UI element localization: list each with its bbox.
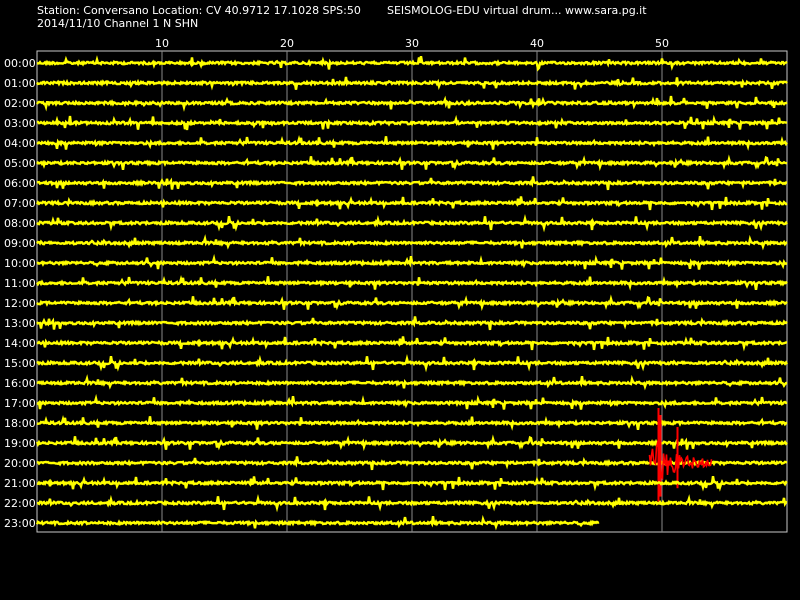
row-label-0600: 06:00 xyxy=(4,177,36,190)
row-label-1200: 12:00 xyxy=(4,297,36,310)
row-label-2300: 23:00 xyxy=(4,517,36,530)
trace-2300 xyxy=(35,514,600,531)
trace-2200 xyxy=(37,494,788,513)
trace-1900 xyxy=(35,434,788,452)
x-tick-label-10: 10 xyxy=(155,37,169,50)
row-label-0900: 09:00 xyxy=(4,237,36,250)
row-label-1800: 18:00 xyxy=(4,417,36,430)
trace-1400 xyxy=(36,335,787,352)
row-label-2100: 21:00 xyxy=(4,477,36,490)
x-tick-label-30: 30 xyxy=(405,37,419,50)
trace-0200 xyxy=(36,95,788,112)
x-tick-label-50: 50 xyxy=(655,37,669,50)
trace-1800 xyxy=(36,415,788,431)
trace-0800 xyxy=(36,214,788,233)
trace-1600 xyxy=(36,374,788,391)
row-label-0000: 00:00 xyxy=(4,57,36,70)
trace-1700 xyxy=(36,393,788,410)
trace-1100 xyxy=(36,275,788,291)
row-label-1100: 11:00 xyxy=(4,277,36,290)
row-label-0400: 04:00 xyxy=(4,137,36,150)
station-info: Station: Conversano Location: CV 40.9712… xyxy=(37,4,361,17)
row-label-1300: 13:00 xyxy=(4,317,36,330)
trace-0000 xyxy=(36,55,788,72)
trace-0100 xyxy=(36,76,788,91)
trace-0500 xyxy=(36,154,788,172)
trace-0600 xyxy=(36,176,788,191)
trace-0700 xyxy=(35,195,788,211)
row-label-0100: 01:00 xyxy=(4,77,36,90)
row-label-1500: 15:00 xyxy=(4,357,36,370)
row-label-1000: 10:00 xyxy=(4,257,36,270)
app-title: SEISMOLOG-EDU virtual drum... www.sara.p… xyxy=(387,4,647,17)
row-label-1400: 14:00 xyxy=(4,337,36,350)
trace-0900 xyxy=(36,234,788,251)
trace-0400 xyxy=(36,135,788,151)
x-tick-label-20: 20 xyxy=(280,37,294,50)
trace-1300 xyxy=(36,316,788,331)
x-tick-label-40: 40 xyxy=(530,37,544,50)
trace-1200 xyxy=(36,294,788,312)
row-label-2000: 20:00 xyxy=(4,457,36,470)
trace-1500 xyxy=(36,354,789,373)
row-label-0700: 07:00 xyxy=(4,197,36,210)
trace-2000 xyxy=(36,456,788,471)
date-channel-info: 2014/11/10 Channel 1 N SHN xyxy=(37,17,199,30)
row-label-0800: 08:00 xyxy=(4,217,36,230)
row-label-1700: 17:00 xyxy=(4,397,36,410)
row-label-1600: 16:00 xyxy=(4,377,36,390)
row-label-2200: 22:00 xyxy=(4,497,36,510)
trace-0300 xyxy=(36,114,788,131)
trace-2100 xyxy=(36,475,788,492)
row-label-0200: 02:00 xyxy=(4,97,36,110)
row-label-0300: 03:00 xyxy=(4,117,36,130)
row-label-0500: 05:00 xyxy=(4,157,36,170)
row-label-1900: 19:00 xyxy=(4,437,36,450)
trace-1000 xyxy=(36,253,788,270)
